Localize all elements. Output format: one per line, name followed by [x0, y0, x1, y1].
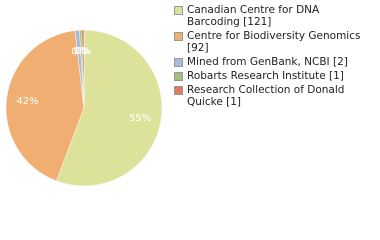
legend-label: Research Collection of Donald Quicke [1] [187, 84, 345, 108]
data-label: 0% [71, 46, 87, 57]
pie-slice [56, 29, 163, 187]
pie-slice [81, 29, 85, 109]
legend-item: Mined from GenBank, NCBI [2] [174, 56, 374, 68]
legend: Canadian Centre for DNA Barcoding [121] C… [174, 4, 374, 110]
legend-label: Centre for Biodiversity Genomics [92] [187, 30, 361, 54]
data-label: 55% [129, 113, 151, 124]
legend-swatch [174, 86, 183, 95]
pie: 55%42%0%0%0% [5, 29, 163, 187]
legend-item: Centre for Biodiversity Genomics [92] [174, 30, 374, 54]
legend-swatch [174, 72, 183, 81]
legend-swatch [174, 32, 183, 41]
data-label: 42% [16, 96, 38, 107]
legend-item: Robarts Research Institute [1] [174, 70, 374, 82]
legend-label: Mined from GenBank, NCBI [2] [187, 56, 348, 68]
legend-swatch [174, 6, 183, 15]
legend-swatch [174, 58, 183, 67]
legend-label: Robarts Research Institute [1] [187, 70, 344, 82]
legend-item: Research Collection of Donald Quicke [1] [174, 84, 374, 108]
data-label: 0% [74, 46, 90, 57]
legend-item: Canadian Centre for DNA Barcoding [121] [174, 4, 374, 28]
pie-slice [5, 30, 85, 182]
legend-label: Canadian Centre for DNA Barcoding [121] [187, 4, 320, 28]
data-label: 0% [75, 46, 91, 57]
